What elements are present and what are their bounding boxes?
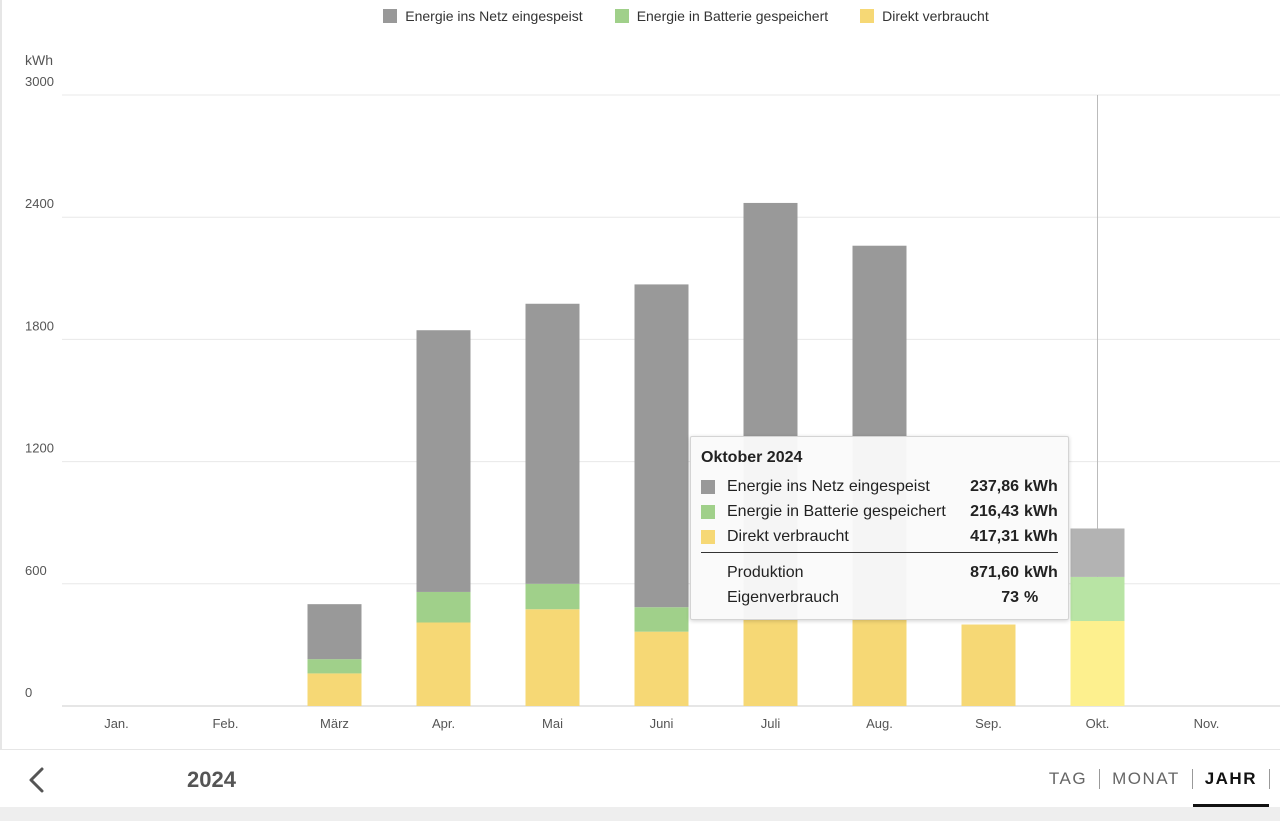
tooltip-label-production: Produktion [727, 564, 804, 581]
tooltip-value-grid-feed: 237,86 [970, 478, 1019, 495]
tooltip-label-direct: Direkt verbraucht [727, 528, 849, 545]
tooltip-row-battery: Energie in Batterie gespeichert 216,43 k… [701, 501, 1058, 523]
period-navigation-bar: 2024 TAG MONAT JAHR [0, 749, 1280, 808]
bar-battery[interactable] [634, 607, 689, 632]
bar-grid-feed[interactable] [307, 604, 362, 660]
chart-legend: Energie ins Netz eingespeist Energie in … [0, 8, 1280, 24]
x-tick-label: Apr. [432, 716, 455, 731]
previous-period-button[interactable] [22, 764, 54, 796]
left-border [0, 0, 2, 808]
bar-direct[interactable] [307, 673, 362, 706]
tooltip-row-grid-feed: Energie ins Netz eingespeist 237,86 kWh [701, 476, 1058, 498]
tab-separator [1269, 769, 1270, 789]
tooltip-label-battery: Energie in Batterie gespeichert [727, 503, 946, 520]
tooltip-row-production: Produktion 871,60 kWh [701, 562, 1058, 584]
x-tick-label: Juli [761, 716, 781, 731]
tooltip-unit-self-consumption: % [1024, 589, 1039, 606]
x-tick-label: Juni [650, 716, 674, 731]
bar-direct[interactable] [852, 618, 907, 706]
tooltip-label-self-consumption: Eigenverbrauch [727, 589, 840, 606]
tab-year[interactable]: JAHR [1192, 750, 1270, 808]
bar-battery[interactable] [1070, 576, 1125, 622]
y-tick-label: 0 [25, 685, 32, 700]
tooltip-swatch-direct [701, 530, 715, 544]
bar-battery[interactable] [525, 583, 580, 610]
x-tick-label: Aug. [866, 716, 893, 731]
legend-swatch-grid-feed [383, 9, 398, 23]
tooltip-row-direct: Direkt verbraucht 417,31 kWh [701, 526, 1058, 548]
bar-direct[interactable] [416, 622, 471, 706]
legend-label-battery: Energie in Batterie gespeichert [636, 8, 829, 24]
x-tick-label: Mai [542, 716, 563, 731]
legend-item-battery[interactable]: Energie in Batterie gespeichert [614, 8, 829, 24]
legend-label-grid-feed: Energie ins Netz eingespeist [405, 8, 583, 24]
x-tick-label: Jan. [104, 716, 129, 731]
tooltip-unit-direct: kWh [1024, 528, 1058, 545]
legend-item-grid-feed[interactable]: Energie ins Netz eingespeist [383, 8, 583, 24]
chevron-left-icon [29, 767, 44, 793]
bar-grid-feed[interactable] [1070, 528, 1125, 577]
y-tick-label: 1200 [25, 441, 54, 456]
tooltip-unit-battery: kWh [1024, 503, 1058, 520]
x-tick-label: Okt. [1086, 716, 1110, 731]
tooltip-swatch-grid-feed [701, 480, 715, 494]
bar-battery[interactable] [307, 659, 362, 674]
tooltip-title: Oktober 2024 [701, 449, 803, 466]
x-tick-label: Feb. [212, 716, 238, 731]
x-tick-label: März [320, 716, 349, 731]
bar-grid-feed[interactable] [525, 303, 580, 584]
x-tick-label: Nov. [1194, 716, 1220, 731]
bar-direct[interactable] [743, 618, 798, 706]
tab-month[interactable]: MONAT [1112, 769, 1180, 788]
x-tick-label: Sep. [975, 716, 1002, 731]
tooltip-value-direct: 417,31 [970, 528, 1019, 545]
tab-day[interactable]: TAG [1048, 769, 1088, 788]
tooltip-divider [701, 552, 1058, 553]
bar-direct[interactable] [634, 631, 689, 706]
legend-label-direct: Direkt verbraucht [882, 8, 989, 24]
tooltip-value-battery: 216,43 [970, 503, 1019, 520]
y-tick-label: 3000 [25, 74, 54, 89]
legend-swatch-direct [860, 9, 875, 23]
tooltip-unit-production: kWh [1024, 564, 1058, 581]
tooltip-spacer [701, 566, 715, 580]
y-tick-label: 1800 [25, 318, 54, 333]
bar-direct[interactable] [525, 609, 580, 706]
tooltip-unit-grid-feed: kWh [1024, 478, 1058, 495]
y-tick-label: 2400 [25, 196, 54, 211]
y-tick-label: 600 [25, 563, 47, 578]
tooltip-spacer [701, 591, 715, 605]
bottom-strip [0, 807, 1280, 821]
tooltip-value-production: 871,60 [970, 564, 1019, 581]
y-axis-unit: kWh [25, 52, 53, 68]
chart-plot-area[interactable]: 0 600 1200 1800 2400 3000 kWh Jan. Feb. März Apr. M… [0, 0, 1280, 749]
bar-direct[interactable] [961, 624, 1016, 706]
bar-grid-feed[interactable] [634, 284, 689, 608]
bar-grid-feed[interactable] [416, 330, 471, 592]
bar-direct[interactable] [1070, 621, 1125, 706]
period-tabs: TAG MONAT JAHR [1037, 750, 1280, 808]
tab-separator [1099, 769, 1101, 789]
tooltip-swatch-battery [701, 505, 715, 519]
legend-item-direct[interactable]: Direkt verbraucht [860, 8, 989, 24]
tooltip-value-self-consumption: 73 [1001, 589, 1019, 606]
legend-swatch-battery [614, 9, 629, 23]
tab-separator [1191, 769, 1193, 789]
chart-tooltip: Oktober 2024 Energie ins Netz eingespeis… [690, 436, 1069, 620]
tooltip-row-self-consumption: Eigenverbrauch 73 % [701, 587, 1058, 609]
tooltip-label-grid-feed: Energie ins Netz eingespeist [727, 478, 930, 495]
current-year-label: 2024 [187, 767, 236, 792]
bar-battery[interactable] [416, 591, 471, 623]
